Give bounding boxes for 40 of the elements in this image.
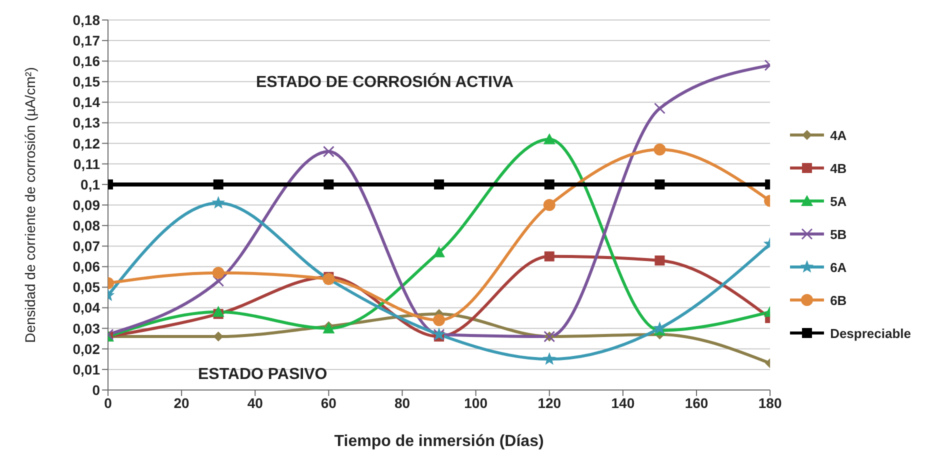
y-tick-label: 0,08	[72, 218, 100, 234]
y-tick-label: 0,1	[80, 176, 100, 192]
y-axis-title: Densidad de corriente de corrosión (µA/cm²)	[22, 67, 38, 343]
y-tick-label: 0,03	[72, 320, 100, 336]
y-tick-label: 0,12	[72, 135, 100, 152]
x-axis-title: Tiempo de inmersión (Días)	[334, 433, 544, 450]
x-tick-label: 160	[684, 394, 708, 411]
y-tick-label: 0,06	[72, 258, 100, 275]
annotation: ESTADO PASIVO	[198, 366, 328, 384]
y-tick-label: 0,14	[72, 94, 100, 110]
y-tick-label: 0,02	[72, 340, 100, 357]
x-tick-label: 60	[320, 394, 337, 411]
legend-label: 4B	[830, 160, 847, 176]
legend-label: 4A	[830, 128, 847, 142]
y-tick-label: 0,09	[72, 196, 100, 213]
x-tick-label: 40	[247, 394, 264, 411]
legend-label: 5A	[830, 194, 847, 208]
y-tick-label: 0,01	[72, 361, 100, 378]
y-tick-label: 0,04	[72, 300, 100, 316]
annotation: ESTADO DE CORROSIÓN ACTIVA	[256, 74, 514, 92]
y-tick-label: 0,13	[72, 114, 100, 131]
y-tick-label: 0,07	[72, 238, 100, 254]
x-tick-label: 140	[611, 394, 635, 411]
y-tick-label: 0,15	[72, 74, 100, 90]
y-tick-label: 0,16	[72, 53, 100, 70]
legend-label: 6B	[830, 292, 847, 308]
y-tick-label: 0	[92, 382, 100, 398]
y-tick-label: 0,18	[72, 12, 100, 28]
x-tick-label: 80	[394, 394, 410, 411]
x-tick-label: 0	[104, 394, 112, 411]
legend-label: 6A	[830, 260, 847, 274]
legend-label: Despreciable	[830, 326, 911, 340]
x-tick-label: 120	[538, 394, 562, 411]
y-tick-label: 0,11	[74, 156, 100, 172]
y-tick-label: 0,05	[72, 279, 100, 296]
x-tick-label: 180	[758, 394, 782, 411]
y-tick-label: 0,17	[72, 32, 100, 49]
legend-label: 5B	[830, 226, 847, 242]
x-tick-label: 100	[464, 394, 488, 411]
x-tick-label: 20	[174, 394, 190, 411]
